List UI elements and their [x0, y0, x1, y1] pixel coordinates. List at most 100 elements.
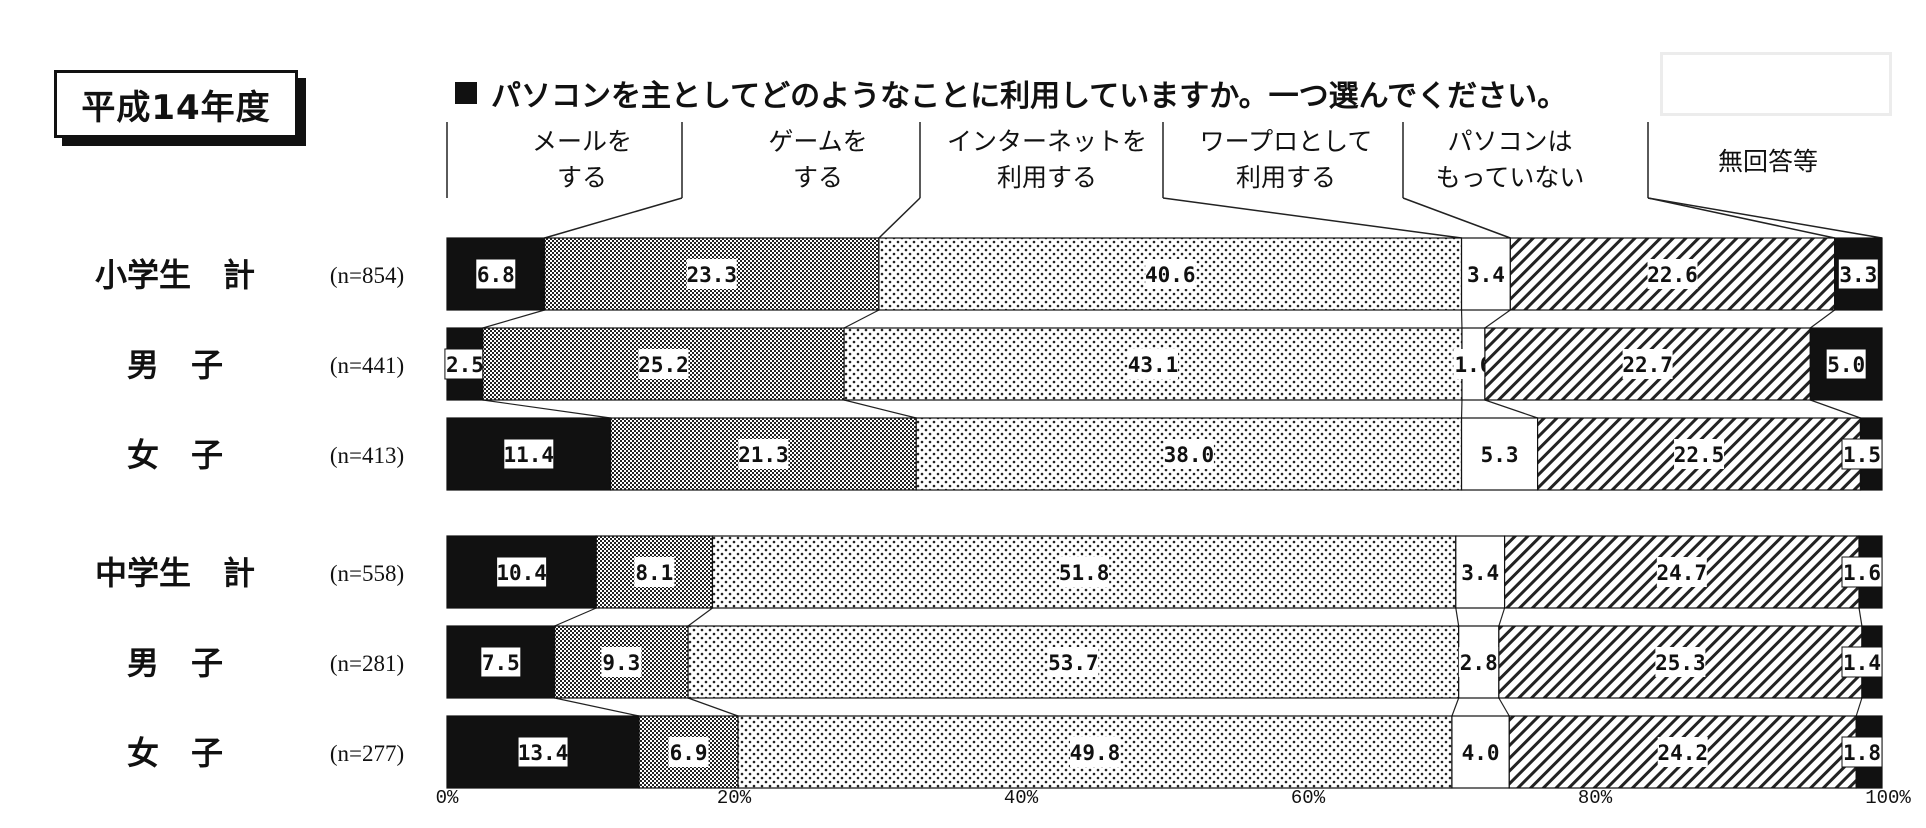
value-label-box: [686, 259, 737, 289]
value-label-box: [1145, 259, 1196, 289]
legend-leader-line: [544, 197, 683, 239]
value-label: 25.2: [638, 353, 689, 377]
value-label: 1.5: [1843, 443, 1881, 467]
value-label: 10.4: [496, 561, 547, 585]
legend-entry-line: 利用する: [997, 163, 1097, 192]
value-label-box: [1841, 646, 1883, 678]
category-label: 男 子: [127, 346, 223, 384]
value-label: 7.5: [482, 651, 520, 675]
legend-entry-line: もっていない: [1436, 163, 1585, 192]
value-label-box: [1460, 557, 1501, 587]
category-labels: 小学生 計 (n=854) 男 子 (n=441) 女 子 (n=413) 中学生 計 (n=…: [95, 256, 404, 772]
connector-line: [1498, 607, 1506, 627]
value-label: 6.8: [477, 263, 515, 287]
value-label: 43.1: [1128, 353, 1179, 377]
question-heading: パソコンを主としてどのようなことに利用していますか。一つ選んでください。: [455, 72, 1567, 114]
value-label: 23.3: [686, 263, 737, 287]
sample-size-label: (n=281): [330, 651, 404, 676]
connector-line: [1809, 309, 1836, 329]
legend-entry: メールをする: [532, 127, 632, 192]
value-label: 8.1: [635, 561, 673, 585]
value-label-box: [1460, 737, 1501, 767]
value-label-box: [638, 349, 689, 379]
x-tick-label: 60%: [1291, 787, 1326, 809]
legend-leader-line: [1402, 197, 1511, 239]
value-label-box: [738, 439, 789, 469]
value-label: 25.3: [1655, 651, 1706, 675]
value-label-box: [634, 557, 675, 587]
value-label-box: [1657, 737, 1708, 767]
legend-entry-line: ゲームを: [768, 127, 867, 156]
value-label: 4.0: [1462, 741, 1500, 765]
legend-entry: インターネットを利用する: [947, 127, 1147, 192]
value-label: 5.0: [1827, 353, 1865, 377]
value-label: 3.4: [1461, 561, 1499, 585]
category-label: 女 子: [127, 734, 223, 772]
bar-segment: [878, 237, 1463, 311]
year-label: 平成14年度: [81, 87, 271, 128]
value-label: 24.2: [1657, 741, 1708, 765]
value-label-box: [1128, 349, 1179, 379]
connector-line: [1484, 309, 1511, 329]
square-bullet-icon: [455, 82, 477, 104]
value-label-box: [1059, 557, 1110, 587]
value-label-box: [503, 438, 555, 470]
bars: 6.8 23.3 40.6 3.4 22.6 3.3 2.5 25.2 43.1 1.6 22.7 5…: [444, 237, 1883, 789]
value-label: 2.8: [1460, 651, 1498, 675]
legend-leader-line: [1647, 197, 1835, 239]
value-label-box: [1674, 439, 1725, 469]
x-tick-label: 20%: [717, 787, 752, 809]
value-label: 40.6: [1145, 263, 1196, 287]
legend-entry-line: 利用する: [1236, 163, 1336, 192]
legend: メールをするゲームをするインターネットを利用するワープロとして利用するパソコンは…: [446, 122, 1883, 239]
value-label-box: [1479, 439, 1520, 469]
legend-entry-line: する: [557, 163, 607, 192]
x-axis: 0% 20% 40% 60% 80% 100%: [436, 787, 1912, 809]
value-label-box: [1837, 258, 1879, 290]
value-label: 24.7: [1657, 561, 1708, 585]
faded-stamp-box: [1660, 52, 1892, 116]
legend-leader-line: [1647, 197, 1883, 239]
value-label-box: [1841, 736, 1883, 768]
value-label: 51.8: [1059, 561, 1110, 585]
connector-line: [1855, 697, 1863, 717]
legend-entry-line: 無回答等: [1718, 147, 1818, 176]
legend-entry-line: する: [793, 163, 843, 192]
value-label: 2.5: [446, 353, 484, 377]
value-label-box: [601, 647, 642, 677]
connector-line: [1810, 399, 1861, 419]
value-label-box: [1458, 647, 1499, 677]
value-label: 1.8: [1843, 741, 1881, 765]
value-label-box: [1655, 647, 1706, 677]
legend-entry: ゲームをする: [768, 127, 867, 192]
value-label-box: [1048, 647, 1099, 677]
bar-segment: [609, 417, 917, 491]
value-label: 21.3: [738, 443, 789, 467]
value-label-box: [1465, 259, 1506, 289]
connector-line: [1498, 697, 1510, 717]
value-label: 1.4: [1843, 651, 1881, 675]
value-label: 3.3: [1839, 263, 1877, 287]
value-label-box: [1656, 557, 1707, 587]
legend-leader-line: [878, 197, 921, 239]
connector-line: [843, 399, 917, 419]
value-label: 5.3: [1481, 443, 1519, 467]
value-label: 13.4: [518, 741, 569, 765]
value-label: 6.9: [670, 741, 708, 765]
connector-line: [687, 697, 739, 717]
sample-size-label: (n=277): [330, 741, 404, 766]
legend-entry-line: ワープロとして: [1200, 127, 1373, 156]
value-label: 1.6: [1843, 561, 1881, 585]
legend-entry-line: パソコンは: [1447, 127, 1572, 156]
value-label: 22.7: [1622, 353, 1673, 377]
value-label: 22.6: [1647, 263, 1698, 287]
value-label-box: [1647, 259, 1698, 289]
x-tick-label: 100%: [1865, 787, 1911, 809]
value-label: 49.8: [1070, 741, 1121, 765]
legend-leader-line: [1162, 197, 1462, 239]
category-label: 男 子: [127, 644, 223, 682]
connector-line: [1455, 607, 1460, 627]
x-tick-label: 40%: [1004, 787, 1039, 809]
